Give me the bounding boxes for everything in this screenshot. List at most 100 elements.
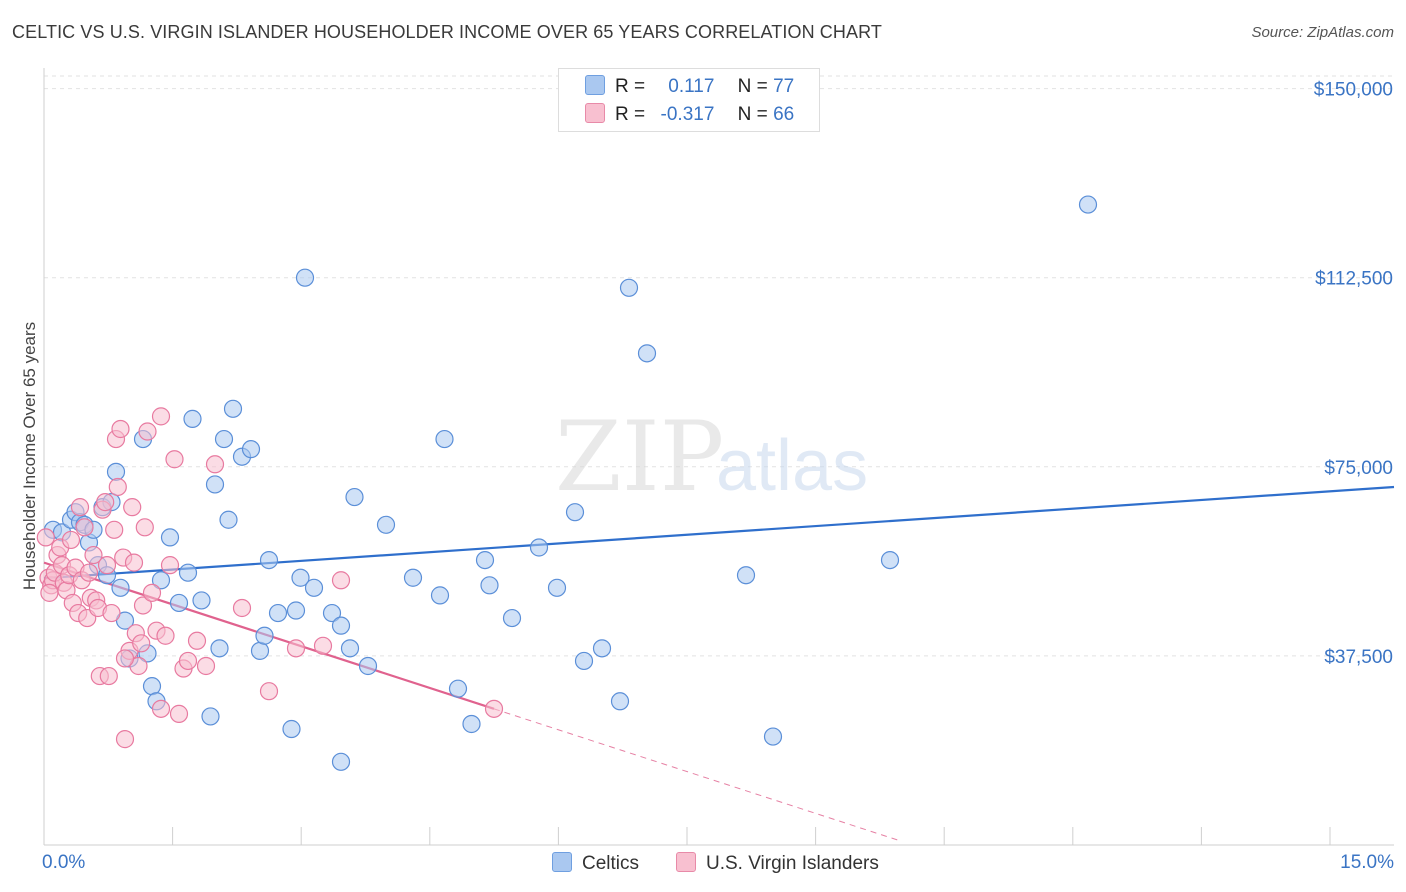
- celtics-point: [205, 475, 225, 494]
- stats-row-celtics: R = 0.117 N = 77: [585, 75, 794, 98]
- celtics-point: [340, 639, 360, 658]
- virgin-islanders-point: [99, 666, 118, 686]
- celtics-point: [480, 576, 499, 595]
- celtics-point: [403, 568, 423, 587]
- stats-legend: R = 0.117 N = 77 R = -0.317 N = 66: [558, 68, 820, 132]
- celtics-point: [250, 641, 270, 660]
- celtics-point: [201, 707, 220, 726]
- stats-row-virgin-islanders: R = -0.317 N = 66: [585, 103, 794, 126]
- y-tick-label: $75,000: [1324, 458, 1393, 479]
- celtics-point: [637, 344, 657, 363]
- watermark: ZIP atlas: [555, 401, 868, 513]
- trend-lines: [43, 485, 1395, 841]
- celtics-point: [376, 515, 396, 534]
- celtics-point: [345, 487, 364, 507]
- celtics-point: [358, 656, 378, 676]
- celtics-point: [763, 727, 783, 746]
- virgin-islanders-point: [313, 636, 333, 655]
- celtics-point: [331, 752, 351, 771]
- celtics-point: [322, 603, 342, 623]
- watermark-zip: ZIP: [555, 401, 724, 513]
- virgin-islanders-point: [331, 571, 351, 590]
- virgin-islanders-point: [70, 498, 90, 517]
- celtics-point: [241, 440, 261, 459]
- virgin-islanders-point: [151, 699, 171, 718]
- celtics-point: [610, 692, 630, 711]
- virgin-islanders-point: [286, 639, 306, 658]
- virgin-islanders-point: [108, 477, 127, 497]
- celtics-point: [295, 268, 315, 287]
- virgin-islanders-point: [165, 450, 184, 469]
- celtics-point: [619, 278, 639, 297]
- celtics-point: [268, 603, 288, 623]
- celtics-point: [219, 510, 238, 529]
- virgin-islanders-point: [84, 545, 103, 565]
- virgin-islanders-legend-label: U.S. Virgin Islanders: [706, 853, 879, 874]
- celtics-point: [223, 399, 243, 418]
- celtics-point: [565, 503, 585, 522]
- virgin-islanders-point: [133, 596, 153, 615]
- virgin-islanders-point: [151, 407, 171, 426]
- y-tick-label: $112,500: [1315, 269, 1393, 290]
- x-max-label: 15.0%: [1340, 852, 1394, 873]
- virgin-islanders-point: [178, 651, 198, 671]
- celtics-point: [259, 550, 279, 570]
- n-label: N =: [737, 76, 768, 97]
- celtics-point: [430, 586, 450, 605]
- celtics-point: [475, 550, 495, 570]
- virgin-islanders-point: [169, 704, 189, 723]
- celtics-point: [574, 651, 594, 671]
- source-label: Source: ZipAtlas.com: [1251, 24, 1394, 41]
- celtics-legend-label: Celtics: [582, 853, 640, 874]
- celtics-point: [210, 639, 229, 658]
- celtics-point: [880, 550, 900, 570]
- virgin-islanders-point: [232, 598, 252, 618]
- celtics-point: [435, 429, 454, 449]
- virgin-islanders-point: [205, 455, 225, 474]
- virgin-islanders-point: [102, 603, 121, 623]
- celtics-point: [178, 563, 198, 582]
- celtics-point: [547, 578, 567, 597]
- celtics-point: [151, 571, 171, 590]
- virgin-islanders-point: [132, 634, 151, 653]
- legend-item-virgin-islanders: U.S. Virgin Islanders: [676, 852, 879, 875]
- virgin-islanders-point: [160, 556, 180, 575]
- virgin-islanders-point: [484, 699, 504, 718]
- trend-extension-virgin-islanders: [493, 708, 900, 841]
- celtics-point: [255, 626, 274, 645]
- celtics-point: [282, 719, 301, 739]
- virgin-islanders-point: [96, 493, 115, 512]
- x-min-label: 0.0%: [42, 852, 86, 873]
- r-label: R =: [615, 76, 646, 97]
- celtics-legend-swatch: [552, 852, 572, 872]
- n-value: 77: [773, 76, 795, 97]
- virgin-islanders-point: [142, 583, 162, 602]
- celtics-point: [448, 679, 468, 698]
- chart-title: CELTIC VS U.S. VIRGIN ISLANDER HOUSEHOLD…: [12, 22, 882, 42]
- watermark-atlas: atlas: [716, 426, 868, 506]
- virgin-islanders-point: [138, 422, 157, 441]
- virgin-islanders-point: [135, 518, 154, 537]
- celtics-point: [286, 601, 306, 620]
- r-value: 0.117: [668, 76, 715, 97]
- virgin-islanders-point: [115, 730, 135, 749]
- r-label: R =: [615, 104, 646, 125]
- y-tick-label: $150,000: [1314, 80, 1393, 101]
- virgin-islanders-point: [105, 520, 124, 539]
- celtics-point: [160, 528, 180, 547]
- virgin-islanders-point: [97, 556, 117, 575]
- celtics-point: [304, 578, 324, 597]
- virgin-islanders-point: [115, 649, 135, 668]
- virgin-islanders-point: [156, 626, 175, 645]
- virgin-islanders-point: [196, 656, 216, 676]
- celtics-point: [142, 677, 162, 696]
- virgin-islanders-swatch: [585, 103, 605, 123]
- virgin-islanders-point: [123, 498, 142, 517]
- r-value: -0.317: [660, 104, 715, 125]
- data-points: [36, 195, 1098, 771]
- celtics-point: [183, 409, 202, 428]
- celtics-point: [192, 591, 211, 610]
- y-axis-label: Householder Income Over 65 years: [20, 321, 39, 591]
- virgin-islanders-point: [40, 583, 59, 602]
